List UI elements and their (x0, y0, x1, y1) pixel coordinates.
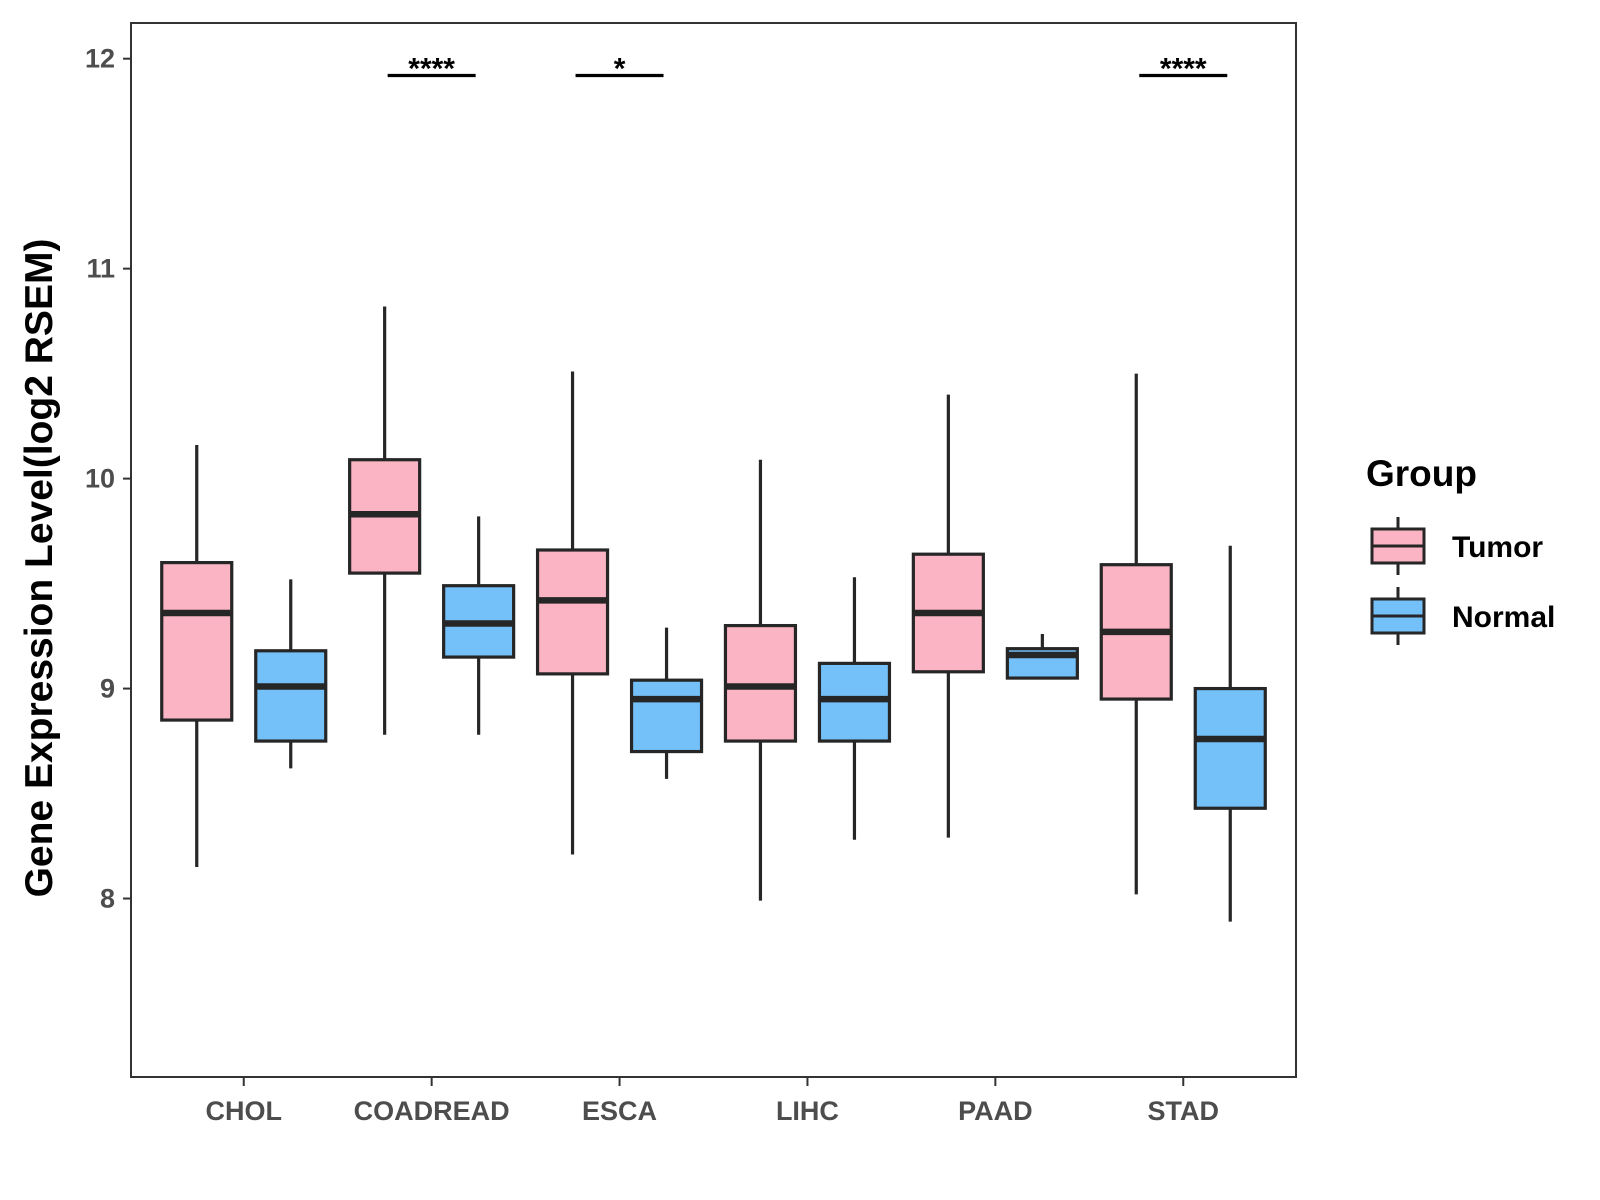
legend-label-tumor: Tumor (1452, 531, 1543, 564)
box-chol-normal (254, 579, 328, 769)
legend-label-normal: Normal (1452, 601, 1555, 634)
box-esca-normal (629, 627, 704, 779)
box-esca-tumor (535, 371, 610, 855)
iqr-box-esca-tumor (535, 548, 610, 676)
iqr-box-stad-normal (1193, 686, 1267, 810)
box-coadread-tumor (348, 306, 422, 735)
x-tick-label-chol: CHOL (205, 1096, 282, 1126)
plot-panel-border (130, 22, 1297, 1078)
y-axis-title: Gene Expression Level(log2 RSEM) (18, 239, 61, 898)
significance-label-esca: * (614, 52, 626, 85)
y-tick-label-11: 11 (86, 254, 115, 284)
box-lihc-tumor (723, 459, 798, 901)
y-tick-label-9: 9 (100, 674, 115, 704)
y-tick-label-10: 10 (85, 464, 115, 494)
y-tick-label-12: 12 (85, 44, 115, 74)
x-tick-label-coadread: COADREAD (354, 1096, 510, 1126)
box-paad-tumor (911, 394, 985, 838)
legend-title: Group (1366, 453, 1477, 494)
legend-key-tumor (1370, 517, 1426, 575)
x-tick-label-lihc: LIHC (776, 1096, 839, 1126)
significance-label-stad: **** (1160, 52, 1207, 85)
box-chol-tumor (160, 445, 234, 868)
legend-key-normal (1370, 587, 1426, 645)
x-tick-label-esca: ESCA (582, 1096, 657, 1126)
x-tick-label-stad: STAD (1148, 1096, 1220, 1126)
x-tick-label-paad: PAAD (958, 1096, 1033, 1126)
y-tick-label-8: 8 (100, 884, 115, 914)
significance-label-coadread: **** (408, 52, 455, 85)
box-coadread-normal (442, 516, 516, 735)
iqr-box-chol-tumor (160, 560, 234, 722)
box-stad-normal (1193, 545, 1267, 922)
box-lihc-normal (817, 577, 892, 840)
box-stad-tumor (1099, 373, 1173, 895)
box-paad-normal (1005, 633, 1079, 680)
iqr-box-esca-normal (629, 678, 704, 754)
iqr-box-chol-normal (254, 649, 328, 743)
